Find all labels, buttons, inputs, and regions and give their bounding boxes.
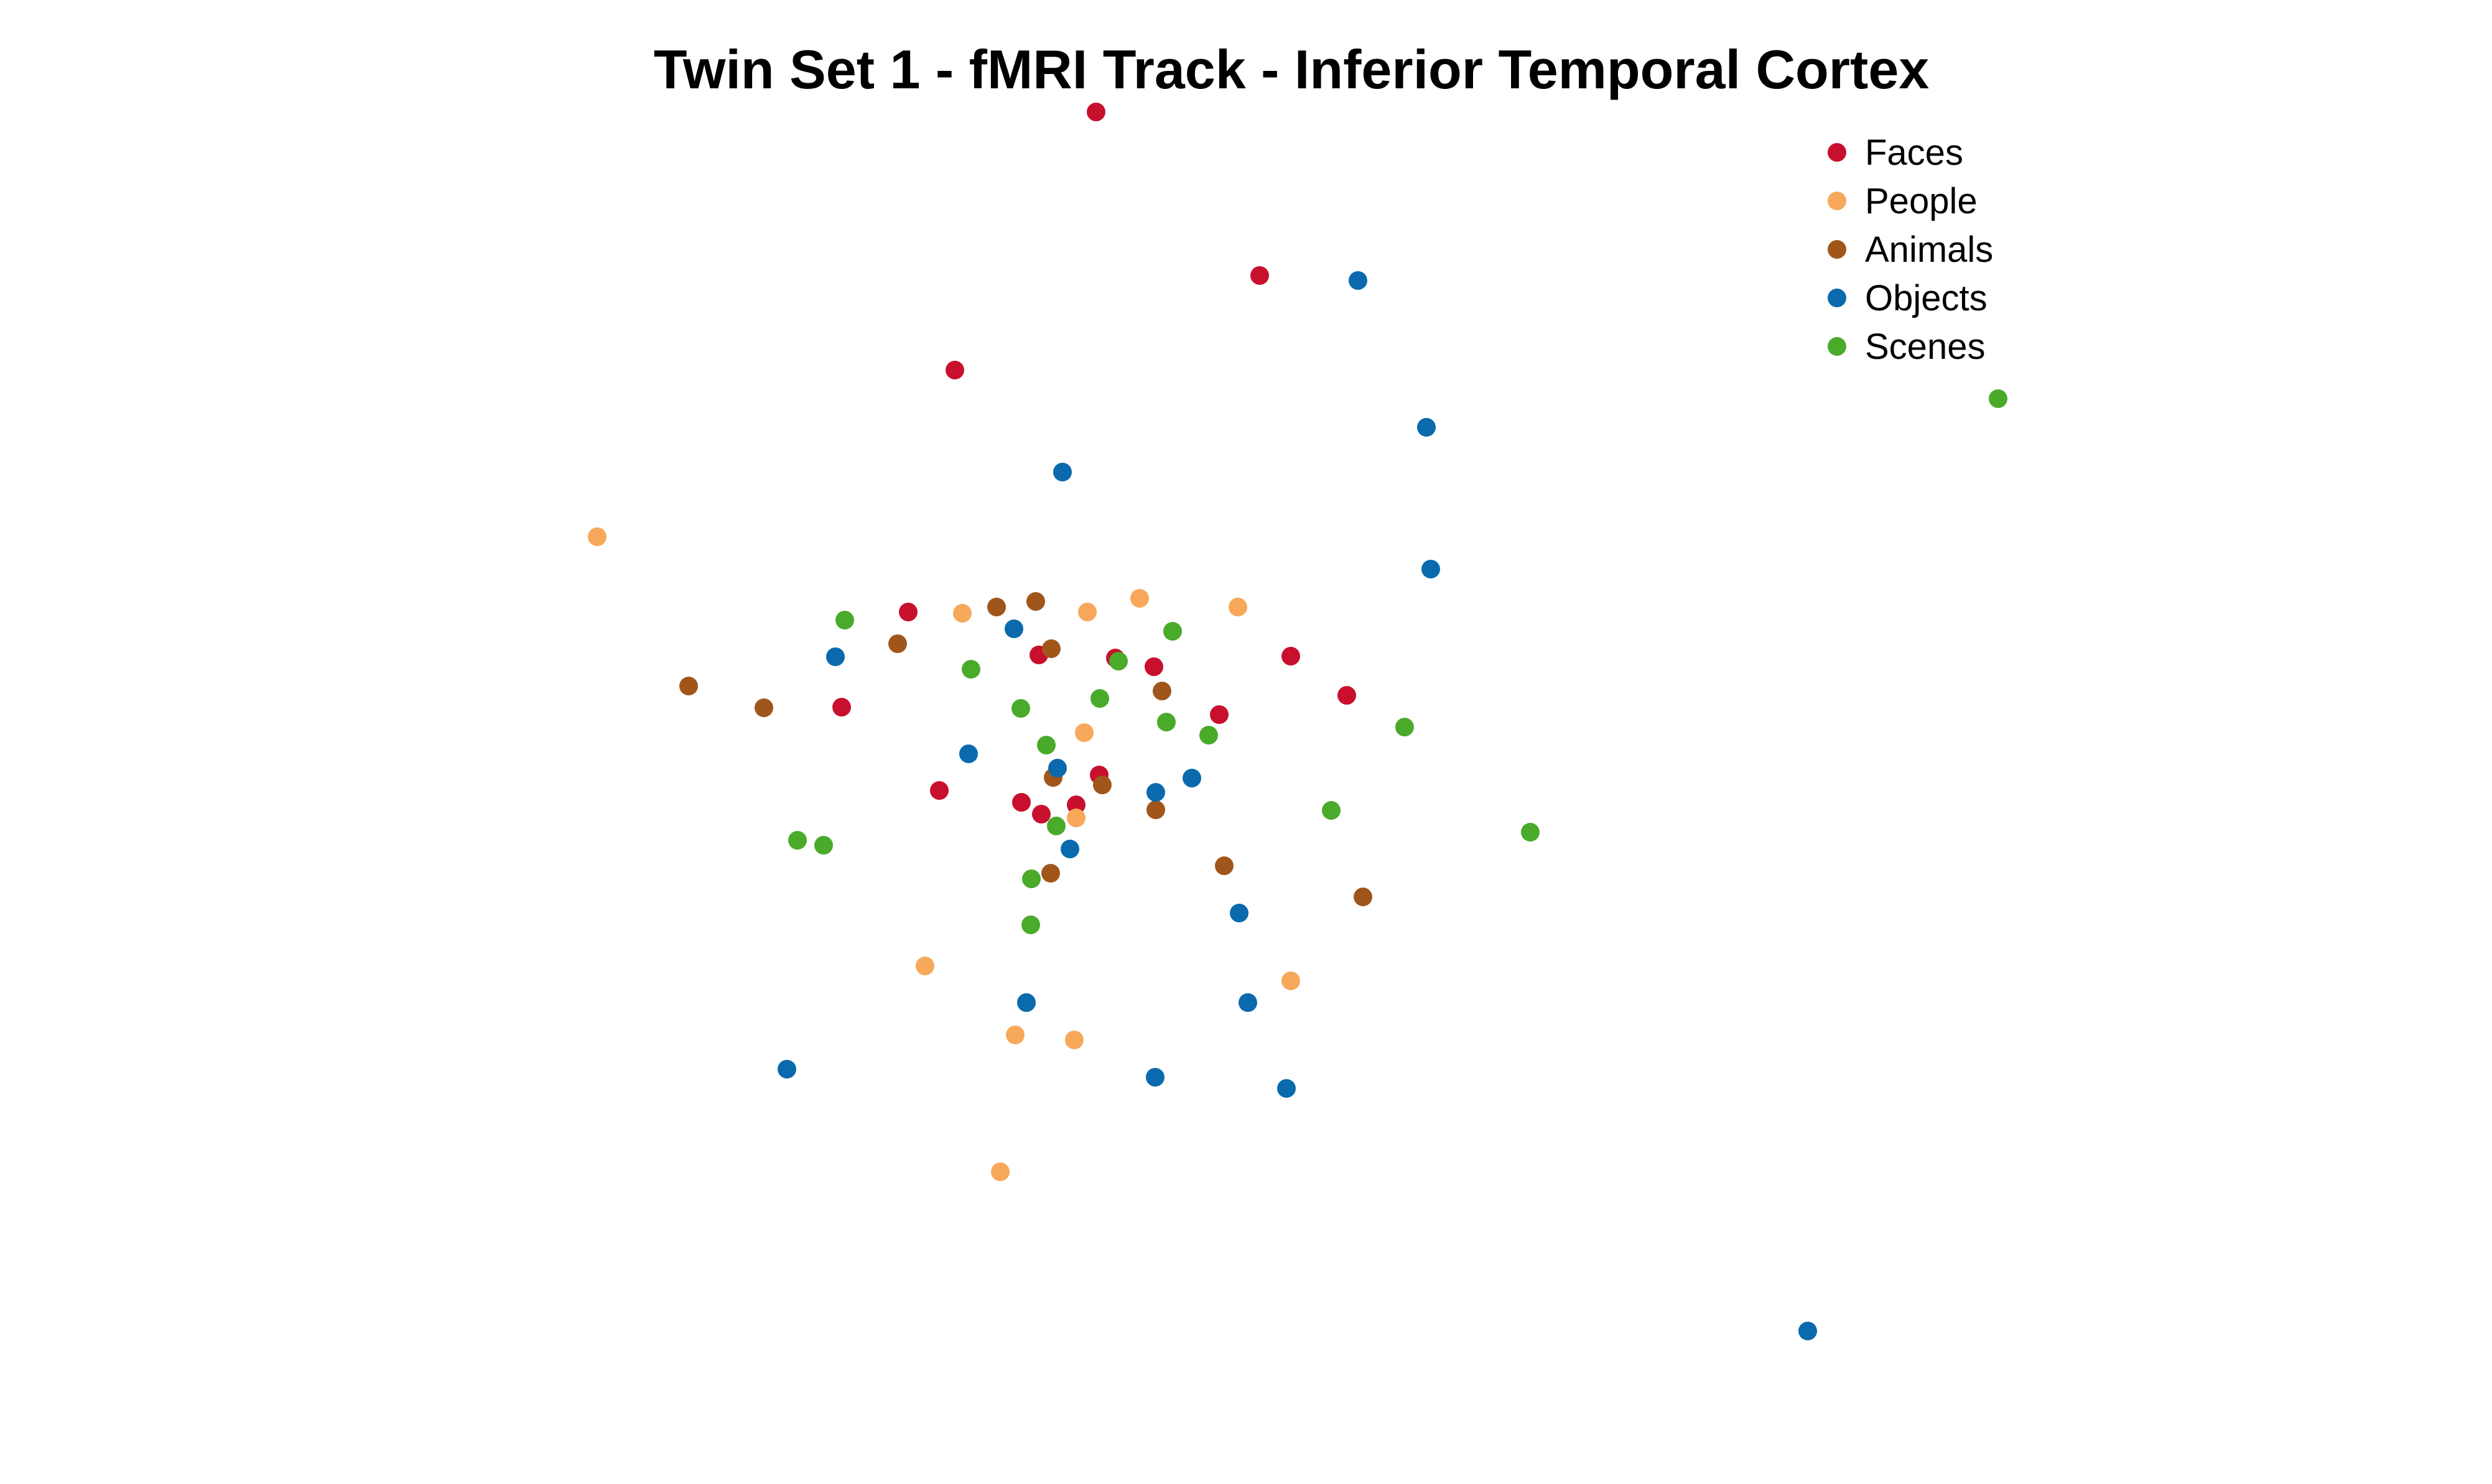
points-layer — [588, 103, 2007, 1340]
point-scenes-5 — [1090, 689, 1109, 708]
point-animals-3 — [1042, 639, 1061, 658]
legend-marker-scenes — [1828, 337, 1846, 356]
series-scenes — [788, 389, 2007, 934]
point-scenes-16 — [1022, 870, 1041, 888]
point-animals-2 — [888, 634, 907, 653]
point-people-3 — [1130, 589, 1149, 608]
point-animals-4 — [679, 677, 698, 695]
point-objects-9 — [1146, 783, 1165, 802]
point-faces-12 — [1012, 793, 1031, 812]
point-objects-14 — [778, 1060, 796, 1078]
series-people — [588, 527, 1300, 1181]
point-objects-4 — [1005, 619, 1023, 638]
point-objects-3 — [1421, 560, 1440, 578]
point-faces-2 — [946, 361, 964, 379]
point-scenes-10 — [1037, 736, 1056, 754]
point-objects-8 — [1183, 769, 1201, 787]
point-scenes-13 — [1047, 817, 1066, 835]
chart-title: Twin Set 1 - fMRI Track - Inferior Tempo… — [654, 39, 1929, 100]
point-scenes-7 — [1157, 713, 1176, 731]
legend-label-objects: Objects — [1865, 278, 1988, 318]
point-objects-16 — [1277, 1079, 1296, 1098]
legend-label-faces: Faces — [1865, 132, 1963, 173]
series-animals — [679, 592, 1372, 906]
point-scenes-0 — [1989, 389, 2007, 408]
point-objects-13 — [1239, 993, 1257, 1012]
point-animals-8 — [1093, 776, 1112, 794]
point-people-2 — [1078, 603, 1097, 621]
point-objects-0 — [1349, 271, 1367, 290]
point-people-6 — [1067, 809, 1086, 827]
point-animals-10 — [1041, 864, 1060, 883]
point-objects-7 — [1048, 759, 1067, 777]
point-scenes-4 — [962, 660, 980, 679]
point-faces-3 — [899, 603, 918, 621]
point-people-7 — [916, 957, 934, 975]
point-faces-6 — [1145, 657, 1163, 676]
point-animals-1 — [1026, 592, 1045, 611]
legend-label-people: People — [1865, 181, 1978, 221]
point-animals-12 — [1354, 888, 1372, 906]
legend-marker-people — [1828, 192, 1846, 210]
point-scenes-8 — [1395, 718, 1414, 736]
legend-label-animals: Animals — [1865, 230, 1993, 270]
point-people-9 — [1006, 1026, 1025, 1044]
point-scenes-1 — [835, 611, 854, 629]
point-scenes-9 — [1199, 726, 1218, 744]
point-people-4 — [1229, 598, 1247, 616]
point-scenes-11 — [1322, 801, 1341, 820]
point-objects-5 — [826, 647, 845, 666]
legend-marker-objects — [1828, 289, 1846, 307]
point-objects-10 — [1061, 840, 1079, 858]
legend: Faces People Animals Objects Scenes — [1828, 132, 1993, 367]
point-faces-9 — [832, 698, 851, 716]
point-objects-17 — [1798, 1322, 1817, 1340]
point-scenes-3 — [1109, 652, 1128, 670]
series-faces — [832, 103, 1356, 823]
point-people-8 — [1281, 972, 1300, 990]
point-animals-6 — [1153, 682, 1171, 700]
point-scenes-12 — [1521, 823, 1540, 842]
point-faces-0 — [1087, 103, 1105, 121]
point-objects-1 — [1417, 418, 1436, 437]
point-objects-11 — [1230, 904, 1248, 922]
point-scenes-6 — [1011, 699, 1030, 718]
point-people-10 — [1065, 1031, 1084, 1049]
point-animals-0 — [987, 598, 1006, 616]
point-faces-1 — [1250, 266, 1269, 285]
point-people-11 — [991, 1162, 1010, 1181]
point-scenes-2 — [1163, 622, 1182, 641]
point-scenes-15 — [814, 836, 833, 855]
point-objects-15 — [1146, 1068, 1165, 1087]
point-scenes-14 — [788, 831, 807, 850]
series-objects — [778, 271, 1817, 1340]
point-faces-11 — [930, 781, 949, 800]
point-faces-8 — [1337, 686, 1356, 705]
point-faces-14 — [1067, 795, 1086, 814]
point-animals-9 — [1146, 800, 1165, 819]
point-people-5 — [1075, 723, 1094, 742]
point-objects-2 — [1053, 463, 1072, 481]
point-people-0 — [588, 527, 607, 546]
point-faces-7 — [1281, 647, 1300, 665]
point-people-1 — [953, 604, 972, 623]
point-objects-12 — [1017, 993, 1036, 1012]
legend-label-scenes: Scenes — [1865, 327, 1985, 367]
legend-marker-animals — [1828, 240, 1846, 259]
point-scenes-17 — [1021, 916, 1040, 934]
point-animals-5 — [755, 698, 773, 717]
point-animals-11 — [1215, 856, 1234, 875]
point-faces-15 — [1032, 805, 1051, 823]
point-faces-10 — [1210, 705, 1229, 724]
legend-marker-faces — [1828, 143, 1846, 162]
point-objects-6 — [959, 744, 978, 763]
